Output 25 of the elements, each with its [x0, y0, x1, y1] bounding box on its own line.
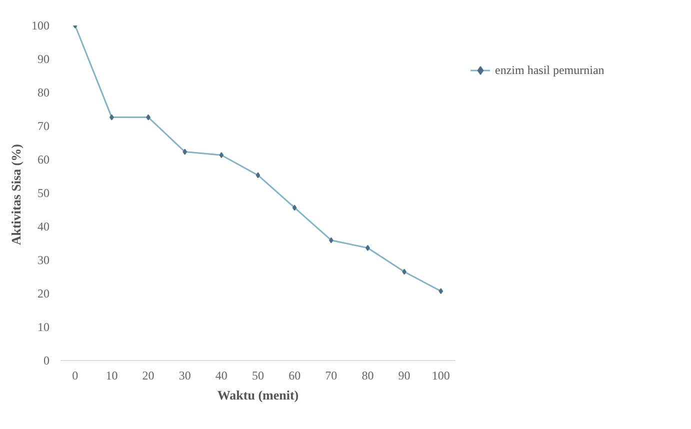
y-tick-label: 90: [38, 52, 50, 66]
x-tick-label: 100: [432, 368, 450, 382]
x-tick-label: 60: [288, 368, 301, 382]
y-tick-label: 40: [38, 220, 50, 234]
x-tick-label: 0: [72, 368, 78, 382]
x-tick-label: 10: [106, 368, 118, 382]
y-tick-label: 80: [38, 86, 50, 100]
y-tick-label: 10: [38, 320, 50, 334]
y-tick-label: 70: [38, 119, 50, 133]
x-tick-label: 80: [362, 368, 374, 382]
x-tick-label: 50: [252, 368, 264, 382]
x-tick-label: 90: [398, 368, 410, 382]
y-tick-label: 20: [38, 286, 50, 300]
x-tick-label: 70: [325, 368, 338, 382]
x-tick-label: 40: [215, 368, 228, 382]
y-tick-label: 0: [44, 354, 50, 368]
y-axis-title: Aktivitas Sisa (%): [8, 144, 24, 246]
x-tick-label: 20: [142, 368, 154, 382]
x-axis-title: Waktu (menit): [217, 388, 299, 402]
y-tick-label: 60: [38, 152, 50, 166]
x-tick-label: 30: [178, 368, 191, 382]
legend-label: enzim hasil pemurnian: [495, 62, 604, 78]
y-tick-label: 30: [38, 253, 50, 267]
y-tick-label: 100: [32, 18, 50, 32]
y-tick-label: 50: [38, 186, 50, 200]
